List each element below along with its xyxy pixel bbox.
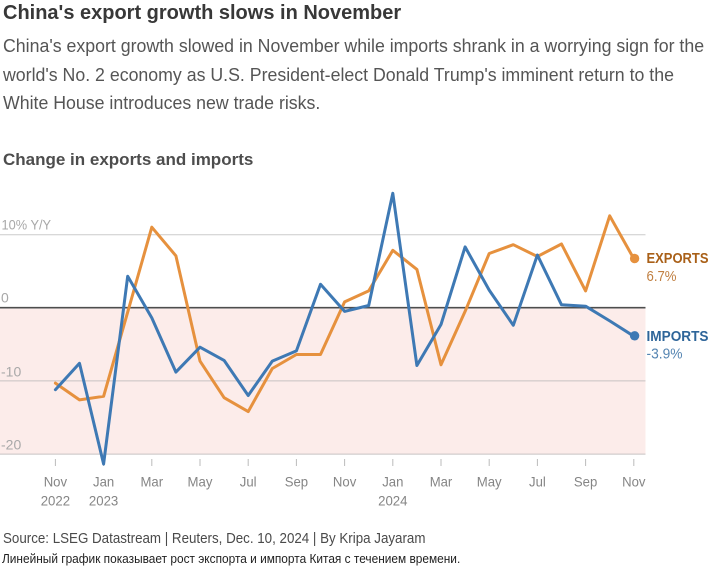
svg-text:-20: -20 — [1, 437, 21, 453]
svg-text:0: 0 — [1, 289, 9, 305]
svg-text:6.7%: 6.7% — [647, 269, 677, 285]
svg-text:May: May — [477, 474, 502, 490]
svg-text:Mar: Mar — [141, 474, 164, 490]
svg-text:Sep: Sep — [574, 474, 598, 490]
svg-text:Sep: Sep — [285, 474, 309, 490]
svg-text:-10: -10 — [1, 363, 21, 379]
svg-text:Jul: Jul — [240, 474, 257, 490]
svg-text:Nov: Nov — [622, 474, 645, 490]
svg-text:Jan: Jan — [93, 474, 114, 490]
svg-text:EXPORTS: EXPORTS — [647, 251, 709, 267]
svg-text:2022: 2022 — [41, 493, 71, 509]
svg-text:May: May — [188, 474, 213, 490]
svg-text:Jul: Jul — [529, 474, 546, 490]
svg-text:2024: 2024 — [378, 493, 408, 509]
svg-text:10% Y/Y: 10% Y/Y — [2, 217, 52, 233]
svg-text:-3.9%: -3.9% — [647, 347, 683, 363]
svg-text:IMPORTS: IMPORTS — [647, 329, 709, 345]
svg-text:Mar: Mar — [430, 474, 453, 490]
svg-text:Nov: Nov — [44, 474, 67, 490]
svg-text:2023: 2023 — [89, 493, 119, 509]
svg-text:Jan: Jan — [382, 474, 403, 490]
svg-text:Nov: Nov — [333, 474, 356, 490]
